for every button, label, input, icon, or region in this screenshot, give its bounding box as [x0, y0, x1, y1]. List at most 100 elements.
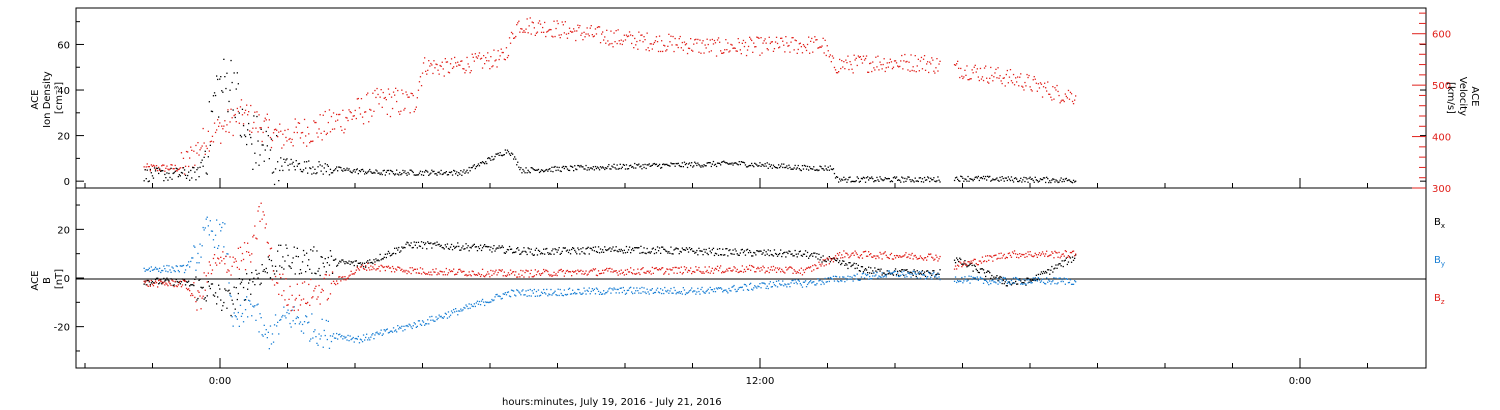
data-point — [1003, 283, 1005, 285]
data-point — [676, 291, 678, 294]
data-point — [735, 250, 737, 252]
data-point — [564, 293, 566, 296]
data-point — [977, 76, 979, 78]
data-point — [636, 40, 638, 43]
data-point — [426, 248, 428, 250]
data-point — [332, 170, 335, 172]
data-point — [991, 274, 993, 277]
data-point — [870, 267, 872, 269]
data-point — [475, 56, 477, 58]
data-point — [763, 249, 765, 251]
data-point — [714, 252, 717, 254]
data-point — [1004, 281, 1006, 283]
data-point — [232, 134, 234, 137]
data-point — [981, 256, 984, 258]
data-point — [358, 269, 361, 271]
data-point — [237, 292, 239, 295]
data-point — [745, 249, 748, 251]
data-point — [642, 267, 644, 269]
data-point — [755, 163, 757, 165]
data-point — [986, 280, 988, 283]
data-point — [350, 112, 352, 114]
data-point — [337, 338, 339, 340]
data-point — [1025, 283, 1027, 285]
time-tick-label: 12:00 — [746, 376, 775, 387]
data-point — [372, 262, 374, 265]
data-point — [250, 261, 252, 263]
data-point — [827, 50, 829, 52]
data-point — [166, 264, 168, 267]
data-point — [630, 286, 632, 288]
data-point — [348, 340, 350, 342]
data-point — [340, 126, 342, 128]
data-point — [1049, 93, 1051, 95]
data-point — [182, 264, 185, 267]
data-point — [801, 286, 804, 288]
data-point — [926, 259, 928, 261]
data-point — [223, 258, 225, 260]
data-point — [241, 108, 244, 110]
data-point — [758, 37, 760, 39]
data-point — [364, 268, 366, 270]
data-point — [370, 262, 372, 264]
data-point — [183, 280, 186, 282]
data-point — [849, 262, 851, 264]
data-point — [685, 267, 688, 269]
data-point — [359, 170, 362, 173]
data-point — [751, 255, 753, 257]
data-point — [1006, 179, 1008, 182]
data-point — [809, 267, 811, 269]
data-point — [1009, 179, 1012, 182]
data-point — [858, 56, 860, 58]
data-point — [144, 280, 146, 282]
data-point — [776, 255, 779, 257]
data-point — [557, 22, 559, 25]
data-point — [812, 168, 814, 170]
data-point — [243, 299, 246, 301]
data-point — [161, 281, 163, 283]
data-point — [406, 241, 408, 243]
data-point — [147, 166, 149, 168]
data-point — [168, 281, 170, 283]
data-point — [488, 157, 490, 159]
data-point — [448, 269, 451, 271]
data-point — [811, 253, 813, 255]
data-point — [485, 57, 487, 59]
data-point — [172, 168, 174, 170]
data-point — [660, 50, 662, 53]
data-point — [697, 162, 699, 164]
data-point — [552, 36, 554, 38]
data-point — [959, 257, 961, 259]
data-point — [904, 177, 906, 180]
data-point — [658, 35, 661, 37]
data-point — [880, 64, 882, 66]
data-point — [199, 243, 201, 245]
data-point — [805, 255, 808, 257]
data-point — [615, 292, 617, 294]
data-point — [1054, 181, 1056, 183]
data-point — [914, 271, 916, 273]
data-point — [758, 267, 760, 270]
data-point — [912, 274, 914, 276]
data-point — [691, 162, 693, 164]
data-point — [924, 179, 927, 181]
data-point — [271, 333, 274, 335]
data-point — [477, 303, 480, 305]
data-point — [1050, 96, 1052, 98]
data-point — [643, 247, 645, 249]
data-point — [484, 304, 486, 307]
data-point — [803, 271, 806, 274]
data-point — [720, 287, 722, 289]
data-point — [631, 249, 633, 251]
data-point — [510, 31, 513, 34]
data-point — [359, 262, 362, 264]
data-point — [267, 126, 269, 129]
data-point — [534, 34, 536, 36]
data-point — [888, 270, 890, 272]
data-point — [538, 250, 541, 252]
data-point — [539, 170, 542, 173]
data-point — [666, 163, 668, 166]
data-point — [1037, 277, 1039, 279]
data-point — [507, 151, 510, 153]
data-point — [279, 273, 281, 275]
